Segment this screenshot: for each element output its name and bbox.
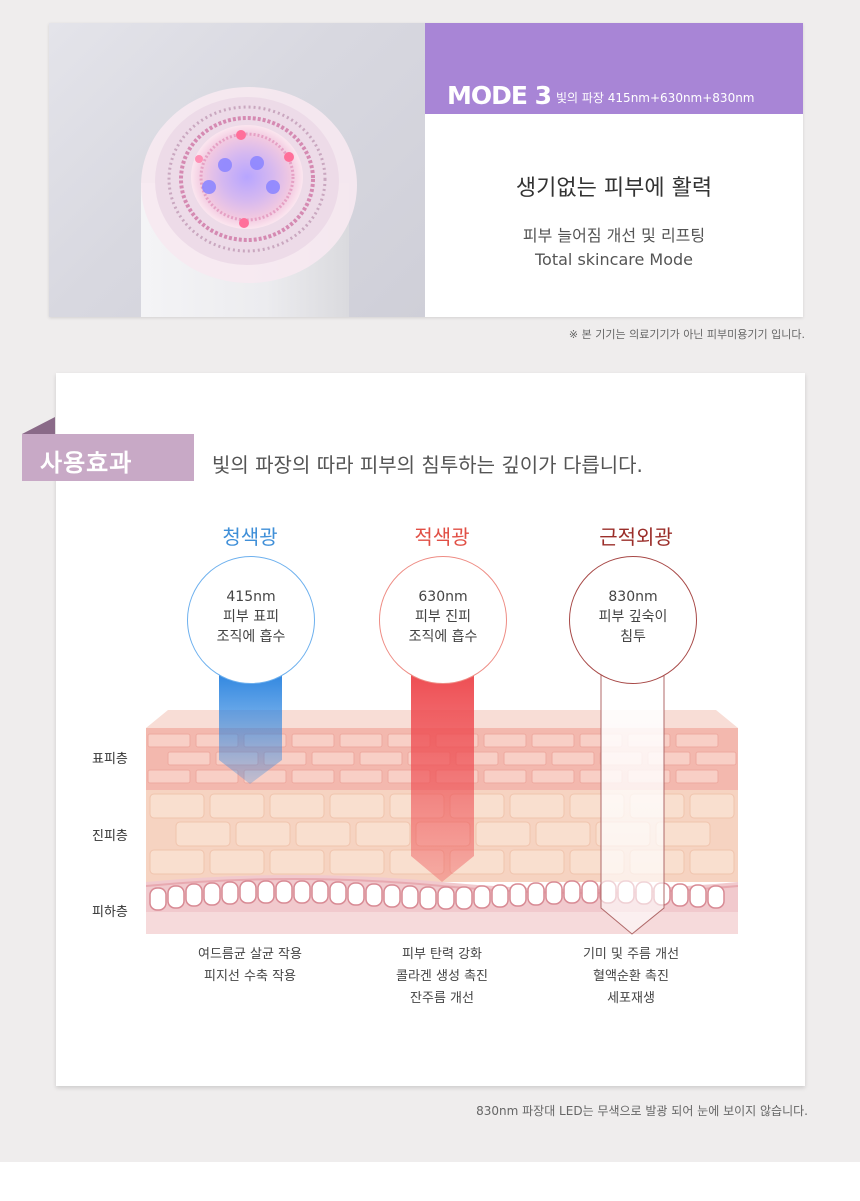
skin-layers-diagram	[146, 672, 738, 935]
infrared-light-effects: 기미 및 주름 개선 혈액순환 촉진 세포재생	[531, 944, 731, 1010]
device-photo	[49, 23, 425, 317]
blue-light-beam	[219, 672, 282, 784]
ribbon-fold	[22, 417, 55, 434]
led-device-illustration	[141, 87, 357, 317]
effect-line: 잔주름 개선	[410, 991, 474, 1006]
mode-description-en: Total skincare Mode	[535, 250, 693, 269]
section-description: 빛의 파장의 따라 피부의 침투하는 깊이가 다릅니다.	[212, 453, 643, 477]
effect-line: 기미 및 주름 개선	[582, 947, 680, 962]
dermis-label: 진피층	[92, 829, 128, 844]
mode-title: MODE 3	[447, 81, 552, 110]
effect-line: 여드름균 살균 작용	[198, 947, 302, 962]
red-light-target: 피부 진피	[415, 609, 471, 625]
infrared-visibility-note: 830nm 파장대 LED는 무색으로 발광 되어 눈에 보이지 않습니다.	[476, 1104, 808, 1118]
blue-light-wavelength: 415nm	[226, 589, 276, 605]
mode-headline: 생기없는 피부에 활력	[515, 176, 713, 201]
footer-band	[0, 1162, 860, 1201]
red-light-wavelength: 630nm	[418, 589, 468, 605]
blue-light-circle: 415nm 피부 표피 조직에 흡수	[187, 556, 315, 684]
red-light-action: 조직에 흡수	[408, 629, 478, 645]
red-light-effects: 피부 탄력 강화 콜라겐 생성 촉진 잔주름 개선	[342, 944, 542, 1010]
infrared-light-action: 침투	[620, 629, 646, 645]
effect-line: 피부 탄력 강화	[401, 947, 483, 962]
blue-light-title: 청색광	[222, 525, 278, 549]
section-ribbon-label: 사용효과	[40, 449, 133, 477]
epidermis-label: 표피층	[92, 752, 128, 767]
effect-line: 콜라겐 생성 촉진	[396, 969, 488, 984]
hypodermis-label: 피하층	[92, 905, 128, 920]
section-ribbon	[22, 434, 194, 481]
red-light-circle: 630nm 피부 진피 조직에 흡수	[379, 556, 507, 684]
infrared-light-target: 피부 깊숙이	[598, 609, 668, 625]
infrared-light-wavelength: 830nm	[608, 589, 658, 605]
effect-line: 혈액순환 촉진	[593, 969, 669, 984]
mode-header-bar: MODE 3 빛의 파장 415nm+630nm+830nm	[425, 23, 803, 114]
mode-description: 피부 늘어짐 개선 및 리프팅	[522, 226, 706, 245]
disclaimer-note: ※ 본 기기는 의료기기가 아닌 피부미용기기 입니다.	[568, 328, 805, 341]
red-light-beam	[411, 672, 474, 882]
mode-wavelengths: 빛의 파장 415nm+630nm+830nm	[556, 91, 755, 105]
infrared-light-circle: 830nm 피부 깊숙이 침투	[569, 556, 697, 684]
blue-light-action: 조직에 흡수	[216, 629, 286, 645]
infrared-light-title: 근적외광	[599, 525, 673, 549]
blue-light-effects: 여드름균 살균 작용 피지선 수축 작용	[150, 944, 350, 988]
blue-light-target: 피부 표피	[223, 609, 279, 625]
effect-line: 피지선 수축 작용	[204, 969, 296, 984]
red-light-title: 적색광	[414, 525, 470, 549]
mode-card: MODE 3 빛의 파장 415nm+630nm+830nm 생기없는 피부에 …	[49, 23, 803, 317]
effect-line: 세포재생	[607, 991, 655, 1006]
infrared-light-beam	[600, 672, 665, 935]
